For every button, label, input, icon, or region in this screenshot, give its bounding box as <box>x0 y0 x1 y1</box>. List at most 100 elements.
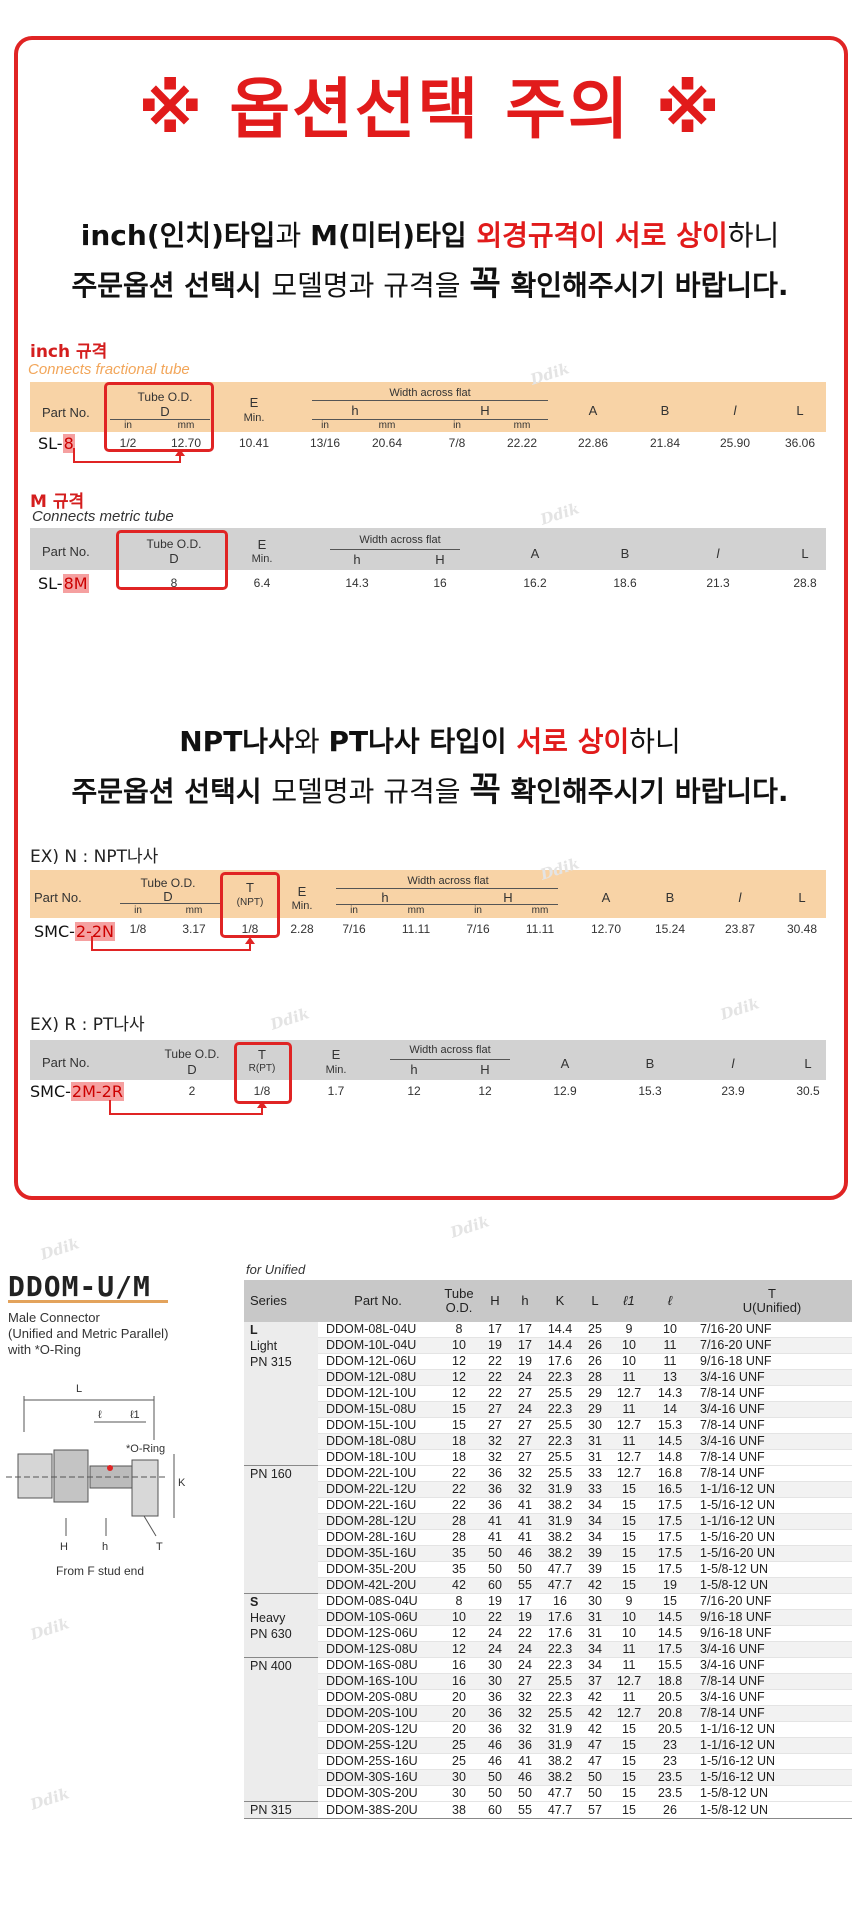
part-no-cell: DDOM-18L-08U <box>318 1433 438 1450</box>
metric-h-a: A <box>530 546 540 561</box>
size-h-cell: 50 <box>510 1785 540 1802</box>
stud-end-note: From F stud end <box>56 1564 145 1578</box>
watermark: Ddik <box>28 1784 72 1814</box>
inch-v-bigl: 36.06 <box>784 436 816 450</box>
drawing-label-l: L <box>76 1383 82 1395</box>
thread-cell: 3/4-16 UNF <box>692 1657 852 1674</box>
size-k-cell: 22.3 <box>540 1433 580 1450</box>
size-bigh-cell: 50 <box>480 1769 510 1786</box>
size-bigh-cell: 36 <box>480 1465 510 1482</box>
notice2-so: 하니 <box>629 725 681 758</box>
tube-od-cell: 12 <box>438 1385 480 1402</box>
npt-rule-d <box>120 903 220 904</box>
pt-h-partno: Part No. <box>42 1055 90 1070</box>
thread-cell: 1-1/16-12 UN <box>692 1481 852 1498</box>
size-k-cell: 25.5 <box>540 1705 580 1722</box>
tube-od-cell: 22 <box>438 1497 480 1514</box>
size-l-cell: 26 <box>580 1353 610 1370</box>
thread-cell: 1-5/8-12 UN <box>692 1577 852 1594</box>
size-ell-cell: 14.3 <box>648 1385 692 1402</box>
notice2-npt: NPT나사 <box>179 725 294 758</box>
size-bigh-cell: 22 <box>480 1353 510 1370</box>
warning-panel <box>14 36 848 1200</box>
pt-v-l: 23.9 <box>721 1084 745 1098</box>
size-ell1-cell: 10 <box>610 1353 648 1370</box>
size-l-cell: 33 <box>580 1481 610 1498</box>
size-ell1-cell: 15 <box>610 1577 648 1594</box>
inch-h-in: in <box>124 420 132 431</box>
size-ell-cell: 17.5 <box>648 1513 692 1530</box>
npt-v-dmm: 3.17 <box>182 922 206 936</box>
pt-v-b: 15.3 <box>638 1084 662 1098</box>
size-h-cell: 27 <box>510 1433 540 1450</box>
drawing-label-ell: ℓ <box>98 1409 102 1421</box>
tube-od-cell: 28 <box>438 1529 480 1546</box>
thread-cell: 7/8-14 UNF <box>692 1385 852 1402</box>
size-h-cell: 41 <box>510 1529 540 1546</box>
table-row: DDOM-22L-16U 22 36 41 38.2 34 15 17.5 1-5/16-12 … <box>244 1497 852 1514</box>
series-cell: PN 400 <box>244 1657 318 1802</box>
thread-cell: 7/8-14 UNF <box>692 1705 852 1722</box>
tube-od-cell: 22 <box>438 1481 480 1498</box>
notice-metric: M(미터)타입 <box>310 219 477 252</box>
tube-od-cell: 25 <box>438 1737 480 1754</box>
ddom-desc-line-2: (Unified and Metric Parallel) <box>8 1326 169 1341</box>
metric-part-number: SL-8M <box>38 574 89 593</box>
npt-v-a: 12.70 <box>590 922 622 936</box>
part-no-cell: DDOM-20S-10U <box>318 1705 438 1722</box>
size-ell-cell: 17.5 <box>648 1497 692 1514</box>
size-k-cell: 47.7 <box>540 1577 580 1594</box>
pt-h-waf: Width across flat <box>409 1044 491 1056</box>
size-ell1-cell: 10 <box>610 1337 648 1354</box>
tube-od-cell: 25 <box>438 1753 480 1770</box>
metric-spec-label: M 규격 <box>30 492 85 512</box>
table-row: DDOM-30S-20U 30 50 50 47.7 50 15 23.5 1-5/8-12 U… <box>244 1785 852 1802</box>
inch-v-din: 1/2 <box>119 436 137 450</box>
series-label: PN 160 <box>250 1467 292 1481</box>
table-row: DDOM-35L-16U 35 50 46 38.2 39 15 17.5 1-5/16-20 … <box>244 1545 852 1562</box>
size-h-cell: 32 <box>510 1689 540 1706</box>
inch-h-d: D <box>160 404 170 419</box>
thread-cell: 1-5/8-12 UN <box>692 1785 852 1802</box>
tube-od-cell: 8 <box>438 1593 480 1610</box>
size-bigh-cell: 27 <box>480 1401 510 1418</box>
size-ell1-cell: 15 <box>610 1785 648 1802</box>
tube-od-cell: 12 <box>438 1369 480 1386</box>
metric-h-bigh: H <box>435 552 445 567</box>
thread-cell: 9/16-18 UNF <box>692 1353 852 1370</box>
drawing-label-oring: *O-Ring <box>126 1443 165 1455</box>
size-ell1-cell: 12.7 <box>610 1385 648 1402</box>
inch-v-e: 10.41 <box>238 436 270 450</box>
notice-1-line-1: inch(인치)타입과 M(미터)타입 외경규격이 서로 상이하니 <box>0 212 860 260</box>
npt-v-l: 23.87 <box>724 922 756 936</box>
size-l-cell: 34 <box>580 1529 610 1546</box>
size-h-cell: 24 <box>510 1657 540 1674</box>
npt-h-e: E <box>297 884 307 899</box>
part-no-cell: DDOM-35L-20U <box>318 1561 438 1578</box>
th-series: Series <box>244 1280 318 1322</box>
part-no-cell: DDOM-30S-20U <box>318 1785 438 1802</box>
notice2-must: 꼭 <box>469 770 501 810</box>
notice-model: 모델명과 규격을 <box>271 269 470 302</box>
series-label: PN 630 <box>250 1627 292 1641</box>
part-no-cell: DDOM-18L-10U <box>318 1449 438 1466</box>
size-k-cell: 47.7 <box>540 1801 580 1819</box>
tube-od-cell: 18 <box>438 1449 480 1466</box>
size-h-cell: 32 <box>510 1705 540 1722</box>
metric-v-bigh: 16 <box>433 576 447 590</box>
pt-h-b: B <box>645 1056 655 1071</box>
size-l-cell: 31 <box>580 1433 610 1450</box>
drawing-label-k: K <box>178 1477 186 1489</box>
size-ell1-cell: 15 <box>610 1753 648 1770</box>
thread-cell: 7/8-14 UNF <box>692 1465 852 1482</box>
inch-h-l: l <box>733 403 737 418</box>
watermark: Ddik <box>38 1234 82 1264</box>
size-ell-cell: 15.3 <box>648 1417 692 1434</box>
notice-2-line-1: NPT나사와 PT나사 타입이 서로 상이하니 <box>0 718 860 766</box>
tube-od-cell: 20 <box>438 1705 480 1722</box>
size-ell1-cell: 12.7 <box>610 1465 648 1482</box>
part-no-cell: DDOM-08L-04U <box>318 1322 438 1338</box>
thread-cell: 1-5/16-12 UN <box>692 1769 852 1786</box>
size-k-cell: 38.2 <box>540 1529 580 1546</box>
ddom-title: DDOM-U/M <box>8 1270 151 1303</box>
